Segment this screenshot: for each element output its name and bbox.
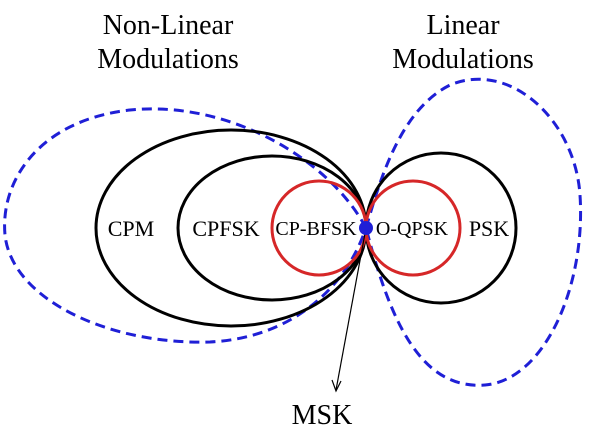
label-msk: MSK [292, 400, 353, 431]
msk-arrow-head [331, 379, 342, 393]
label-psk: PSK [469, 216, 509, 241]
left-heading-line2: Modulations [97, 44, 239, 75]
label-cpfsk: CPFSK [192, 216, 259, 241]
left-heading-line1: Non-Linear [103, 10, 234, 41]
label-cpm: CPM [108, 216, 154, 241]
right-heading-line1: Linear [426, 10, 500, 41]
label-cpbfsk: CP-BFSK [275, 218, 357, 240]
linear-region-boundary [364, 77, 583, 387]
label-oqpsk: O-QPSK [376, 218, 449, 240]
right-heading-line2: Modulations [392, 44, 534, 75]
msk-point [359, 221, 373, 235]
nonlinear-region-boundary [3, 107, 368, 344]
msk-arrow-line [335, 227, 367, 391]
